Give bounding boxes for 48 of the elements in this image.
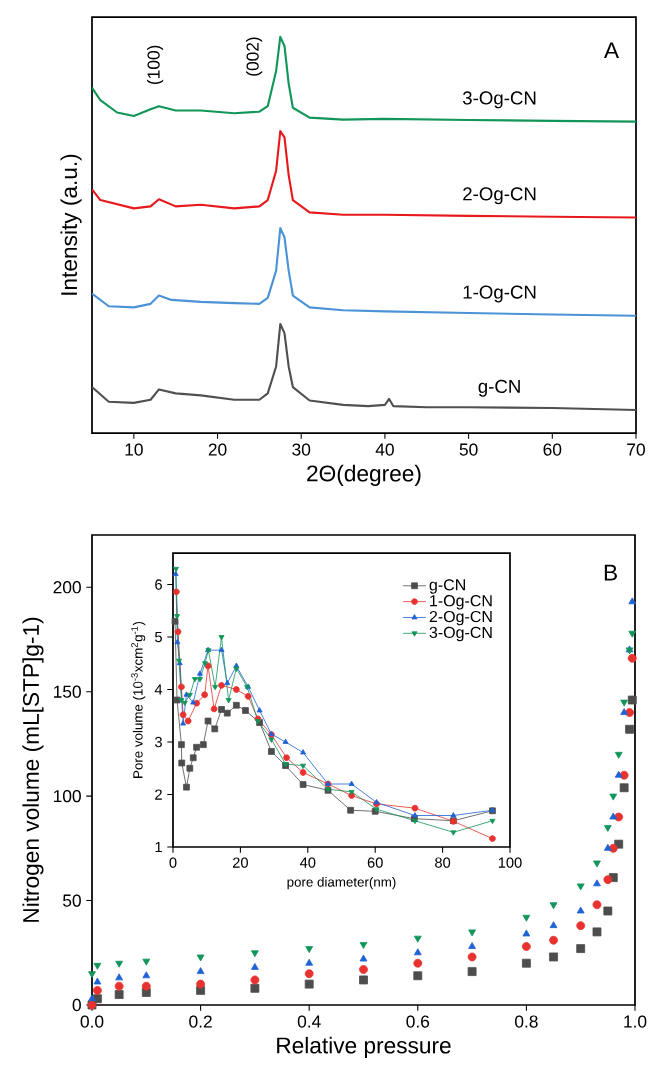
y-tick-label: 3 — [155, 736, 162, 748]
x-axis-title: pore diameter(nm) — [287, 876, 396, 890]
x-tick-label: 20 — [208, 443, 227, 456]
series-label: 2-Og-CN — [463, 187, 536, 205]
series-label: 1-Og-CN — [463, 285, 536, 303]
y-tick-label: 100 — [53, 789, 81, 803]
x-tick-label: 50 — [459, 443, 478, 456]
x-tick-label: 20 — [232, 857, 248, 868]
x-tick-label: 1.0 — [624, 1015, 647, 1028]
x-tick-label: 0.4 — [297, 1015, 321, 1028]
y-axis-title: Intensity (a.u.) — [60, 154, 82, 295]
legend-label: 1-Og-CN — [430, 595, 492, 610]
y-tick-label: 200 — [53, 581, 81, 594]
x-tick-label: 80 — [435, 857, 451, 868]
x-tick-label: 0 — [169, 857, 177, 868]
y-axis-title: Pore volume (10$^{-3}$xcm$^{2}$g$^{-1}$) — [131, 621, 146, 778]
x-tick-label: 40 — [375, 443, 394, 456]
x-tick-label: 60 — [367, 857, 383, 868]
annotation: A — [603, 42, 620, 59]
x-tick-label: 0.6 — [406, 1015, 430, 1028]
y-tick-label: 6 — [155, 579, 162, 590]
annotation: (002) — [246, 37, 263, 76]
x-tick-label: 60 — [543, 443, 562, 456]
y-tick-label: 50 — [63, 894, 81, 907]
x-tick-label: 0.2 — [189, 1015, 212, 1028]
x-tick-label: 70 — [627, 443, 645, 456]
legend-label: g-CN — [429, 579, 465, 594]
y-tick-label: 4 — [154, 684, 163, 695]
x-axis-title: Relative pressure — [277, 1036, 451, 1058]
x-tick-label: 10 — [125, 443, 143, 456]
annotation: (100) — [147, 45, 164, 85]
y-tick-label: 5 — [155, 631, 162, 643]
x-tick-label: 0.0 — [80, 1015, 104, 1028]
legend-label: 3-Og-CN — [429, 626, 492, 642]
x-tick-label: 0.8 — [515, 1015, 538, 1028]
series-label: g-CN — [478, 379, 520, 397]
x-axis-title: 2Θ(degree) — [307, 464, 421, 486]
y-tick-label: 1 — [155, 841, 162, 853]
y-axis-title: Nitrogen volume (mL[STP]g-1) — [22, 617, 44, 922]
x-tick-label: 100 — [498, 857, 522, 868]
x-tick-label: 40 — [299, 857, 316, 868]
legend-label: 2-Og-CN — [429, 610, 492, 626]
annotation: B — [604, 564, 617, 581]
x-tick-label: 30 — [292, 443, 311, 456]
y-tick-label: 0 — [72, 998, 81, 1012]
y-tick-label: 2 — [155, 789, 162, 800]
series-label: 3-Og-CN — [462, 91, 536, 109]
y-tick-label: 150 — [53, 685, 81, 698]
